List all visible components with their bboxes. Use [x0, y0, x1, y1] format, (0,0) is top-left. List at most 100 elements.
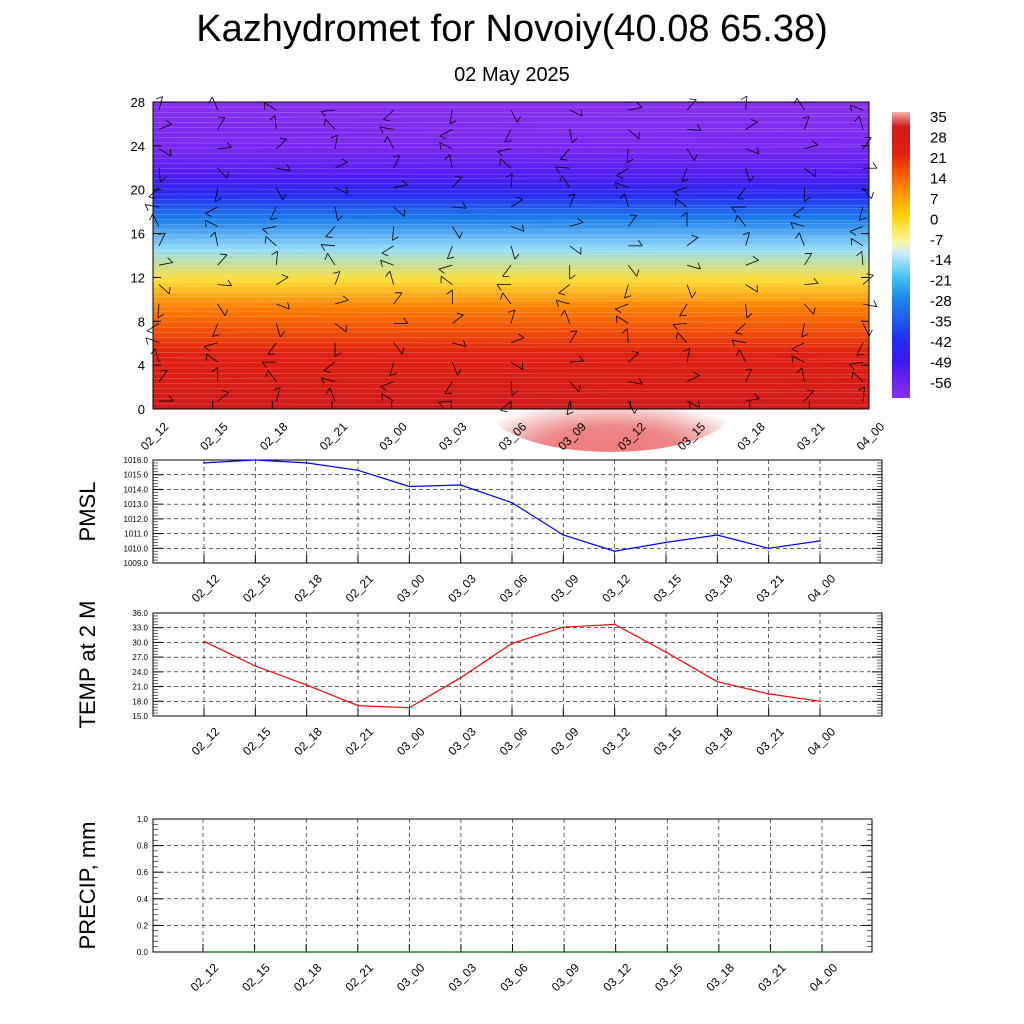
wind-barb-flag — [320, 244, 326, 251]
xtick-label: 04_00 — [805, 724, 839, 758]
xtick-label: 03_21 — [755, 960, 789, 994]
wind-barb-flag — [341, 158, 348, 163]
data-point — [408, 485, 411, 488]
wind-barb-flag — [379, 126, 384, 134]
heatmap-contour — [152, 234, 870, 237]
ytick-label: 0.6 — [137, 868, 149, 877]
wind-barb-flag — [731, 206, 737, 213]
xtick-label: 03_00 — [394, 724, 428, 758]
wind-barb-staff — [569, 222, 584, 227]
wind-barb-staff — [264, 102, 277, 111]
data-point — [665, 651, 667, 654]
wind-barb-flag — [345, 186, 348, 194]
heatmap-contour — [152, 111, 870, 114]
colorbar: 35 28 21 14 7 0 -7 -14 -21 -28 -35 -42 -49 -56 — [892, 109, 952, 398]
wind-barb-staff — [325, 118, 336, 130]
data-point — [718, 951, 720, 953]
ytick-label: 1012.0 — [124, 515, 149, 524]
wind-barb-staff — [510, 309, 516, 324]
wind-barb-staff — [686, 237, 699, 247]
wind-barb-flag — [849, 104, 853, 112]
data-point — [459, 676, 462, 679]
wind-barb-flag — [401, 347, 405, 355]
wind-barb-staff — [334, 271, 341, 285]
wind-barb-flag — [270, 217, 278, 220]
xtick-label: 03_03 — [445, 571, 479, 605]
colorbar-label: -28 — [930, 293, 952, 310]
wind-barb-staff — [862, 137, 872, 150]
heatmap-ytick-label: 0 — [138, 402, 145, 417]
data-point — [562, 534, 565, 536]
wind-barb-staff — [673, 187, 688, 192]
wind-barb-flag — [323, 119, 326, 127]
wind-barb-flag — [380, 386, 387, 391]
wind-barb-staff — [510, 199, 524, 208]
wind-barb-staff — [745, 284, 758, 293]
xtick-label: 03_18 — [702, 724, 736, 758]
wind-barb-flag — [383, 119, 391, 122]
wind-barb-staff — [850, 238, 864, 247]
xtick-label: 02_18 — [291, 571, 325, 605]
wind-barb-staff — [267, 370, 277, 382]
wind-barb-staff — [449, 109, 453, 124]
wind-barb-staff — [804, 303, 814, 315]
heatmap-contour — [152, 250, 870, 252]
wind-barb-staff — [217, 254, 228, 266]
wind-barb-staff — [792, 206, 805, 216]
wind-barb-flag — [385, 270, 391, 277]
wind-barb-staff — [849, 104, 864, 111]
wind-barb-staff — [148, 187, 160, 198]
wind-barb-staff — [383, 109, 394, 120]
wind-barb-flag — [693, 371, 700, 376]
data-point — [511, 501, 513, 504]
colorbar-label: 14 — [930, 170, 947, 187]
wind-barb-staff — [564, 310, 571, 324]
wind-barb-staff — [204, 219, 218, 227]
colorbar-label: 0 — [930, 211, 938, 228]
wind-barb-flag — [168, 395, 174, 402]
wind-barb-staff — [862, 323, 870, 337]
wind-barb-staff — [791, 355, 805, 363]
heatmap-contour — [152, 219, 870, 222]
wind-barb-staff — [858, 115, 864, 130]
wind-barb-flag — [790, 222, 794, 230]
xtick-label: 03_00 — [394, 571, 428, 605]
wind-barb-flag — [215, 197, 222, 202]
heatmap-contour — [152, 300, 870, 302]
wind-barb-flag — [324, 253, 328, 260]
colorbar-label: 21 — [930, 150, 947, 167]
wind-barb-staff — [804, 282, 819, 285]
wind-barb-flag — [211, 367, 218, 373]
wind-barb-staff — [624, 284, 629, 299]
ytick-label: 1010.0 — [124, 544, 149, 553]
wind-barb-staff — [731, 339, 746, 344]
data-point — [511, 951, 514, 953]
ytick-label: 36.0 — [132, 609, 148, 618]
wind-barb-staff — [852, 371, 864, 382]
wind-barb-flag — [209, 231, 216, 238]
wind-barb-staff — [804, 144, 818, 150]
wind-barb-flag — [731, 339, 736, 347]
data-point — [716, 680, 719, 683]
xtick-label: 03_00 — [394, 960, 428, 994]
wind-barb-staff — [510, 381, 513, 396]
wind-barb-flag — [447, 256, 455, 260]
wind-barb-flag — [511, 390, 518, 396]
heatmap-contour — [152, 238, 870, 241]
wind-barb-flag — [342, 295, 349, 301]
wind-barb-flag — [330, 134, 338, 139]
ytick-label: 1013.0 — [124, 500, 149, 509]
wind-barb-staff — [389, 362, 395, 376]
wind-barb-flag — [681, 179, 689, 182]
ytick-label: 18.0 — [132, 697, 148, 706]
wind-barb-flag — [273, 387, 281, 391]
xtick-label: 02_15 — [240, 724, 274, 758]
heatmap-contour — [152, 357, 870, 360]
ytick-label: 1.0 — [137, 815, 149, 824]
wind-barb-flag — [403, 209, 406, 217]
heatmap-contour — [152, 204, 870, 206]
wind-barb-staff — [321, 109, 336, 112]
wind-barb-staff — [446, 245, 453, 260]
wind-barb-flag — [626, 158, 634, 164]
